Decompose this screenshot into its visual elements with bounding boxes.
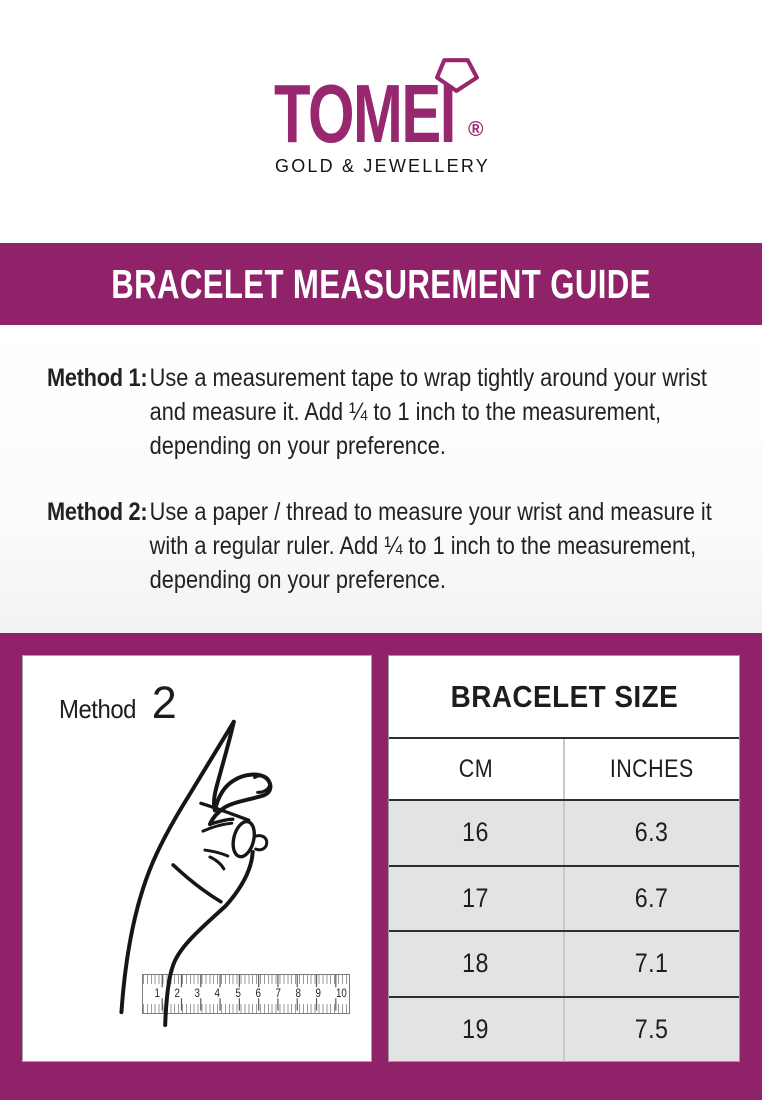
method-1-line: depending on your preference. <box>149 432 446 460</box>
method-2-line: Use a paper / thread to measure your wri… <box>149 498 712 526</box>
registered-mark: ® <box>468 118 484 141</box>
method-2-label: Method 2: <box>47 498 148 526</box>
page-title: BRACELET MEASUREMENT GUIDE <box>111 260 651 307</box>
method-1-line: and measure it. Add ¼ to 1 inch to the m… <box>149 398 662 426</box>
table-row: 16 6.3 <box>389 801 739 867</box>
method-1-instructions: Method 1: Use a measurement tape to wrap… <box>47 361 708 463</box>
method-2-instructions: Method 2: Use a paper / thread to measur… <box>47 495 712 597</box>
ruler-illustration: 1 2 3 4 5 6 7 8 9 10 <box>142 974 350 1014</box>
illustration-caption-word: Method <box>59 694 137 724</box>
bracelet-size-table: BRACELET SIZE CM INCHES 16 6.3 17 6.7 18… <box>388 655 740 1062</box>
method-2-line: with a regular ruler. Add ¼ to 1 inch to… <box>149 532 697 560</box>
methods-section <box>0 325 762 633</box>
brand-tagline: GOLD & JEWELLERY <box>275 156 490 176</box>
table-row: 19 7.5 <box>389 997 739 1061</box>
title-banner: BRACELET MEASUREMENT GUIDE <box>0 243 762 325</box>
method-1-label: Method 1: <box>47 364 148 392</box>
size-table-title: BRACELET SIZE <box>389 656 739 739</box>
diamond-icon <box>435 58 479 93</box>
method-2-line: depending on your preference. <box>149 566 446 594</box>
method-1-line: Use a measurement tape to wrap tightly a… <box>149 364 707 392</box>
column-header-cm: CM <box>389 739 565 799</box>
method-2-illustration-box: Method 2 1 2 3 4 5 6 7 8 9 10 <box>22 655 372 1062</box>
table-row: 17 6.7 <box>389 866 739 932</box>
size-table-header-row: CM INCHES <box>389 739 739 801</box>
column-header-inches: INCHES <box>610 754 694 783</box>
brand-name: TOMEI <box>274 67 456 160</box>
ruler-numbers: 1 2 3 4 5 6 7 8 9 10 <box>154 988 347 1000</box>
table-row: 18 7.1 <box>389 932 739 998</box>
illustration-caption: Method 2 <box>59 680 177 725</box>
illustration-caption-number: 2 <box>151 677 177 728</box>
